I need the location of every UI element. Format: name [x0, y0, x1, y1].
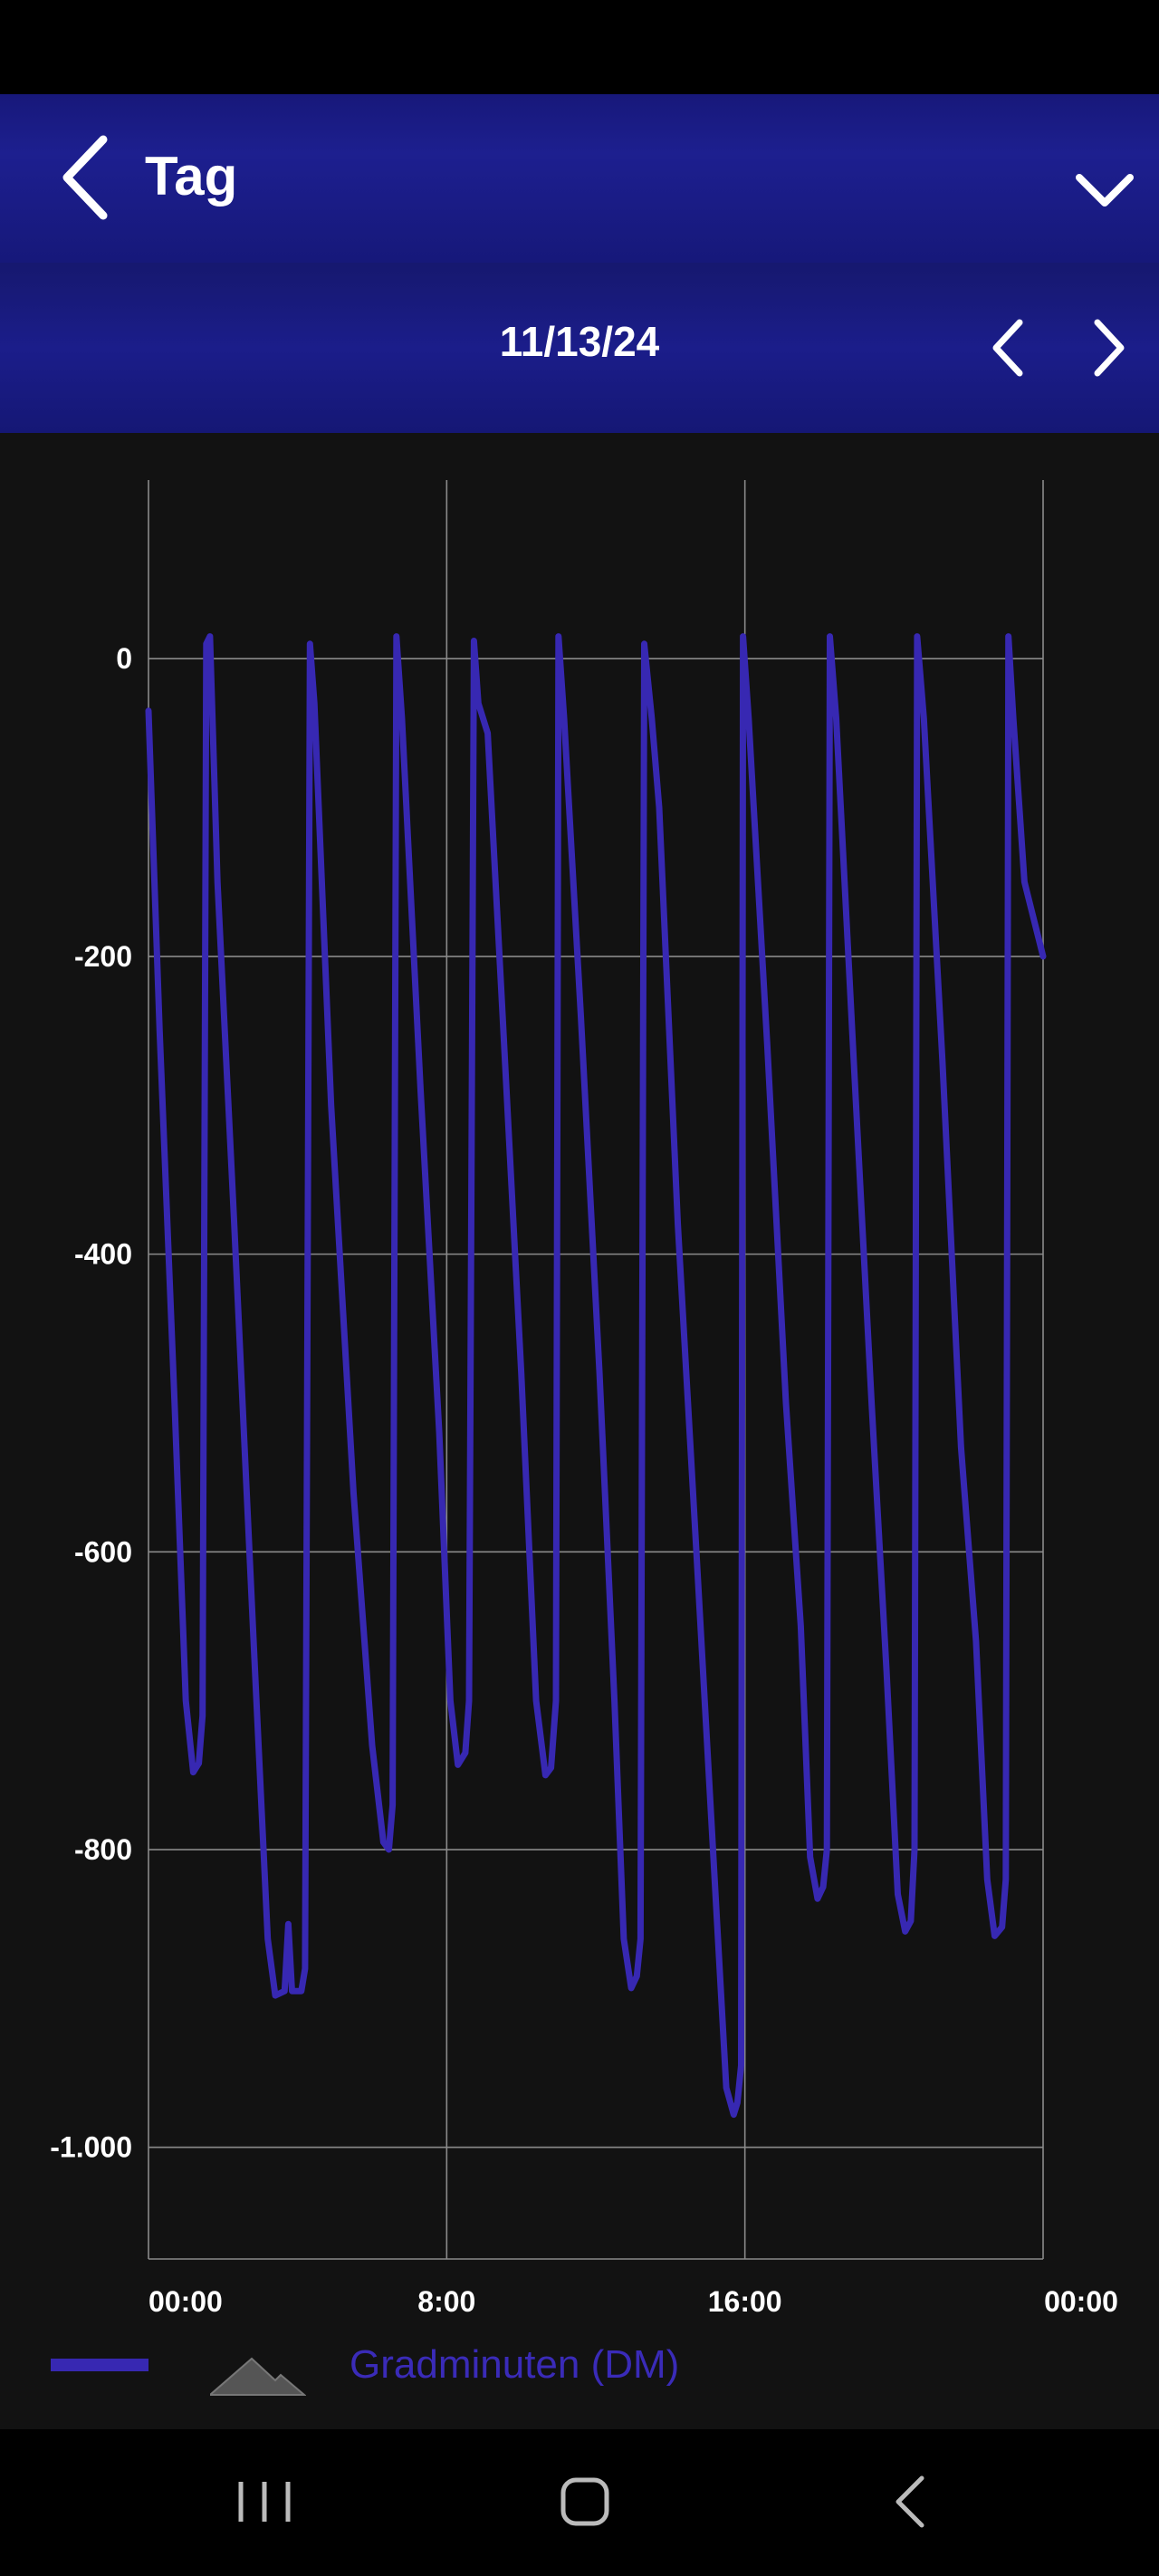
back-icon [896, 2475, 924, 2528]
status-bar [0, 0, 1159, 94]
y-tick-label: -1.000 [50, 2131, 132, 2164]
next-day-button[interactable] [1083, 315, 1134, 380]
system-navigation-bar [0, 2429, 1159, 2576]
recent-apps-icon [238, 2482, 291, 2522]
y-tick-label: 0 [116, 642, 132, 675]
home-button[interactable] [552, 2469, 618, 2534]
legend-series-label[interactable]: Gradminuten (DM) [350, 2342, 680, 2387]
x-tick-label: 00:00 [148, 2285, 223, 2318]
page-title: Tag [145, 146, 238, 207]
y-tick-label: -600 [74, 1535, 132, 1568]
app-header [0, 94, 1159, 263]
previous-day-button[interactable] [983, 315, 1034, 380]
back-button[interactable] [53, 132, 118, 223]
x-tick-label: 00:00 [1044, 2285, 1118, 2318]
chevron-down-icon [1076, 174, 1134, 207]
date-navigation-bar [0, 263, 1159, 433]
legend-line-swatch[interactable] [51, 2359, 148, 2371]
x-tick-label: 8:00 [417, 2285, 475, 2318]
y-tick-label: -200 [74, 940, 132, 973]
axis-labels: 00:00 8:00 16:00 00:00 0 -200 -400 -600 -800 -1.0… [50, 642, 1118, 2318]
recent-apps-button[interactable] [228, 2469, 301, 2534]
current-date: 11/13/24 [499, 318, 660, 365]
chevron-right-icon [1094, 319, 1125, 377]
x-tick-label: 16:00 [708, 2285, 782, 2318]
area-chart-icon[interactable] [207, 2350, 307, 2398]
home-icon [560, 2477, 609, 2526]
chevron-left-icon [62, 135, 108, 220]
series-line-gradminuten [145, 633, 1047, 2119]
line-chart: 00:00 8:00 16:00 00:00 0 -200 -400 -600 -800 -1.0… [50, 480, 1118, 2318]
series-layer [145, 633, 1047, 2119]
chevron-left-icon [992, 319, 1023, 377]
system-back-button[interactable] [884, 2469, 938, 2534]
view-dropdown-button[interactable] [1068, 156, 1141, 221]
y-tick-label: -800 [74, 1833, 132, 1866]
y-tick-label: -400 [74, 1238, 132, 1271]
